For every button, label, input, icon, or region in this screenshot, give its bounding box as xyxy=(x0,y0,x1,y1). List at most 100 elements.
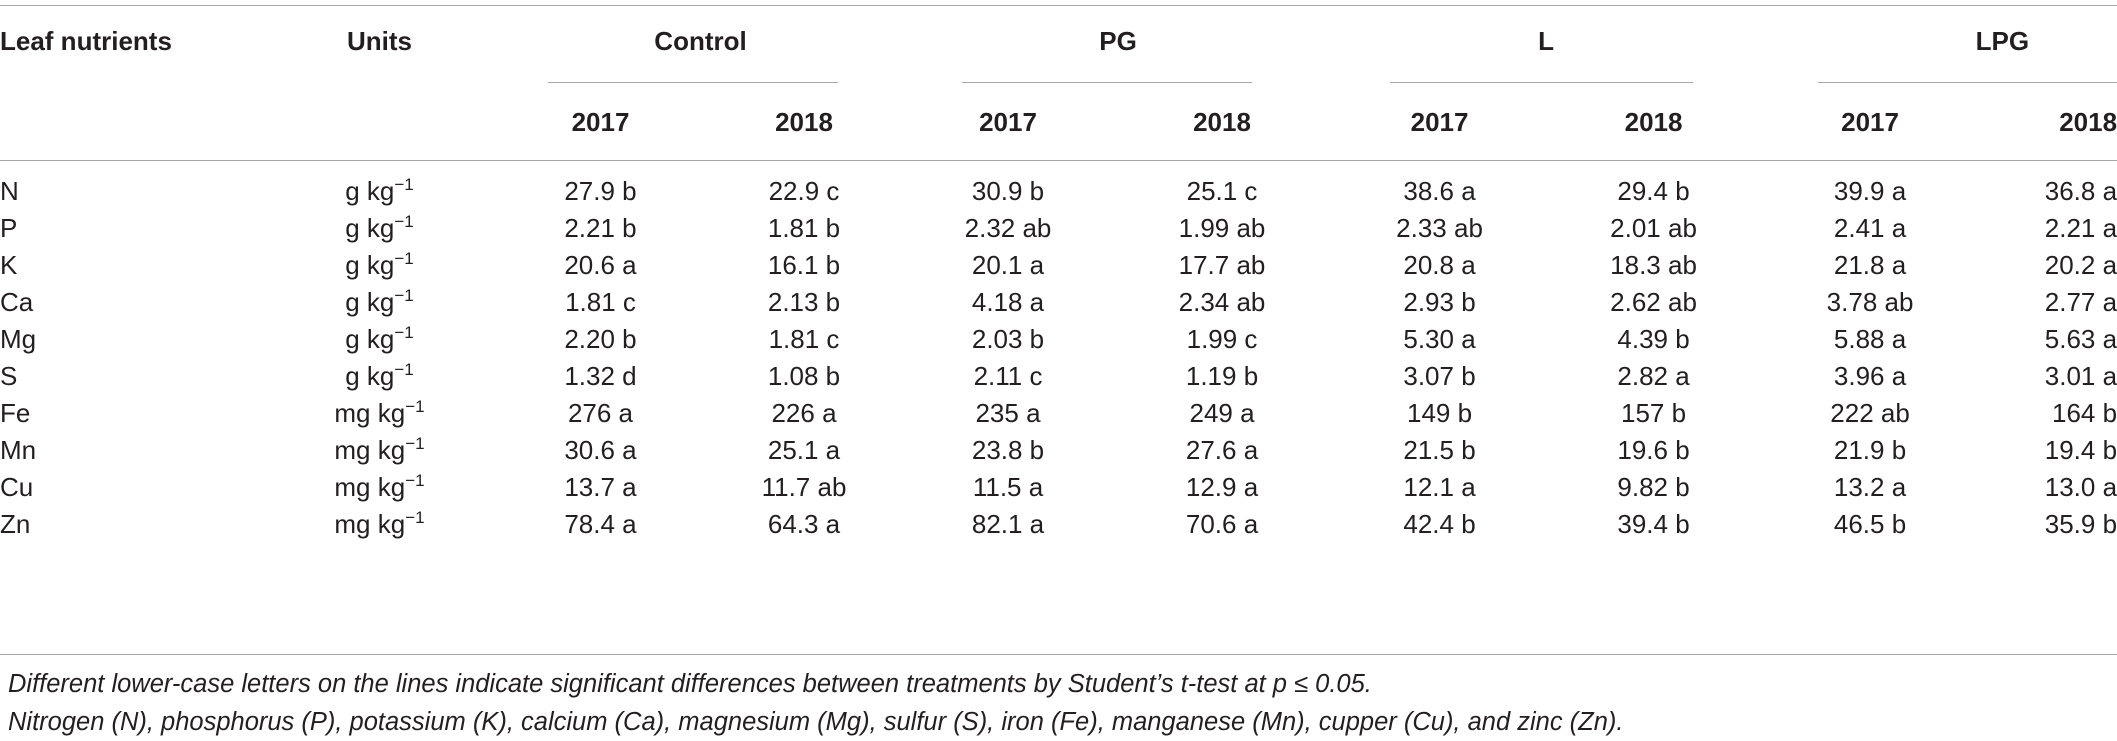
unit-text: g kg xyxy=(345,324,395,354)
value-cell: 222 ab xyxy=(1830,398,1910,428)
unit-text: g kg xyxy=(345,176,395,206)
unit-text: g kg xyxy=(345,361,395,391)
value-cell: 2.62 ab xyxy=(1610,287,1697,317)
unit-cell: g kg−1 xyxy=(262,321,497,358)
unit-exponent: −1 xyxy=(394,249,414,268)
value-cell: 1.81 b xyxy=(767,213,841,243)
value-cell: 18.3 ab xyxy=(1610,250,1697,280)
year-header: 2017 xyxy=(1410,106,1469,137)
unit-exponent: −1 xyxy=(394,175,414,194)
value-cell: 29.4 b xyxy=(1617,176,1690,206)
value-cell: 13.0 a xyxy=(2044,472,2117,502)
table-row: Mg g kg−1 2.20 b 1.81 c 2.03 b 1.99 c 5.30 a 4.… xyxy=(0,321,2117,358)
top-rule xyxy=(0,5,2117,6)
value-cell: 2.20 b xyxy=(564,324,637,354)
value-cell: 36.8 a xyxy=(2044,176,2117,206)
value-cell: 2.01 ab xyxy=(1610,213,1697,243)
pg-group-rule xyxy=(962,82,1252,83)
nutrient-cell: Cu xyxy=(0,472,34,502)
unit-cell: mg kg−1 xyxy=(262,506,497,543)
lpg-group-rule xyxy=(1818,82,2117,83)
value-cell: 21.8 a xyxy=(1833,250,1907,280)
value-cell: 3.96 a xyxy=(1833,361,1907,391)
unit-cell: g kg−1 xyxy=(262,160,497,210)
unit-exponent: −1 xyxy=(394,360,414,379)
table-row: Ca g kg−1 1.81 c 2.13 b 4.18 a 2.34 ab 2.93 b 2… xyxy=(0,284,2117,321)
value-cell: 25.1 a xyxy=(767,435,841,465)
table-notes: Different lower-case letters on the line… xyxy=(8,665,1624,741)
value-cell: 23.8 b xyxy=(971,435,1045,465)
value-cell: 2.32 ab xyxy=(964,213,1052,243)
header-row-years: 2017 2018 2017 2018 2017 2018 2017 2018 xyxy=(0,82,2117,160)
value-cell: 19.6 b xyxy=(1617,435,1690,465)
value-cell: 19.4 b xyxy=(2044,435,2117,465)
units-header: Units xyxy=(347,25,412,56)
year-header: 2018 xyxy=(2059,106,2117,137)
value-cell: 5.30 a xyxy=(1403,324,1476,354)
value-cell: 1.99 c xyxy=(1186,324,1258,354)
value-cell: 13.7 a xyxy=(564,472,637,502)
table-row: Zn mg kg−1 78.4 a 64.3 a 82.1 a 70.6 a 42.4 b 3… xyxy=(0,506,2117,543)
value-cell: 1.81 c xyxy=(565,287,636,317)
nutrient-cell: K xyxy=(0,250,18,280)
value-cell: 226 a xyxy=(771,398,837,428)
table-row: Cu mg kg−1 13.7 a 11.7 ab 11.5 a 12.9 a 12.1 a… xyxy=(0,469,2117,506)
unit-text: mg kg xyxy=(334,398,406,428)
control-header: Control xyxy=(654,25,747,56)
value-cell: 1.32 d xyxy=(564,361,637,391)
value-cell: 16.1 b xyxy=(767,250,841,280)
value-cell: 2.13 b xyxy=(767,287,841,317)
unit-text: mg kg xyxy=(334,509,406,539)
value-cell: 11.7 ab xyxy=(761,472,847,502)
value-cell: 13.2 a xyxy=(1833,472,1907,502)
value-cell: 12.1 a xyxy=(1403,472,1476,502)
unit-text: g kg xyxy=(345,287,395,317)
unit-cell: g kg−1 xyxy=(262,284,497,321)
unit-text: mg kg xyxy=(334,472,406,502)
significance-note: Different lower-case letters on the line… xyxy=(8,670,1372,698)
unit-exponent: −1 xyxy=(405,471,425,490)
value-cell: 25.1 c xyxy=(1186,176,1258,206)
header-rule xyxy=(0,160,2117,161)
lpg-header: LPG xyxy=(1975,25,2030,56)
value-cell: 2.33 ab xyxy=(1396,213,1483,243)
value-cell: 30.9 b xyxy=(971,176,1045,206)
value-cell: 2.11 c xyxy=(973,361,1043,391)
value-cell: 3.01 a xyxy=(2044,361,2117,391)
value-cell: 2.03 b xyxy=(971,324,1045,354)
value-cell: 38.6 a xyxy=(1403,176,1476,206)
value-cell: 39.9 a xyxy=(1833,176,1907,206)
nutrient-cell: N xyxy=(0,176,19,206)
value-cell: 78.4 a xyxy=(564,509,637,539)
value-cell: 2.77 a xyxy=(2044,287,2117,317)
value-cell: 276 a xyxy=(567,398,634,428)
l-header: L xyxy=(1538,25,1554,56)
value-cell: 4.39 b xyxy=(1617,324,1690,354)
value-cell: 20.8 a xyxy=(1403,250,1476,280)
year-header: 2017 xyxy=(1841,106,1899,137)
nutrient-cell: Mg xyxy=(0,324,37,354)
unit-cell: mg kg−1 xyxy=(262,469,497,506)
year-header: 2017 xyxy=(979,106,1037,137)
value-cell: 1.08 b xyxy=(767,361,841,391)
year-header: 2017 xyxy=(571,106,630,137)
value-cell: 3.78 ab xyxy=(1826,287,1914,317)
year-header: 2018 xyxy=(1193,106,1251,137)
nutrient-cell: Fe xyxy=(0,398,31,428)
unit-cell: g kg−1 xyxy=(262,358,497,395)
year-header: 2018 xyxy=(775,106,833,137)
unit-cell: mg kg−1 xyxy=(262,395,497,432)
unit-exponent: −1 xyxy=(394,286,414,305)
unit-exponent: −1 xyxy=(405,508,425,527)
value-cell: 3.07 b xyxy=(1403,361,1476,391)
value-cell: 2.34 ab xyxy=(1178,287,1266,317)
value-cell: 12.9 a xyxy=(1185,472,1259,502)
value-cell: 39.4 b xyxy=(1617,509,1690,539)
value-cell: 35.9 b xyxy=(2044,509,2117,539)
nutrient-cell: S xyxy=(0,361,18,391)
value-cell: 30.6 a xyxy=(564,435,637,465)
value-cell: 21.9 b xyxy=(1833,435,1907,465)
